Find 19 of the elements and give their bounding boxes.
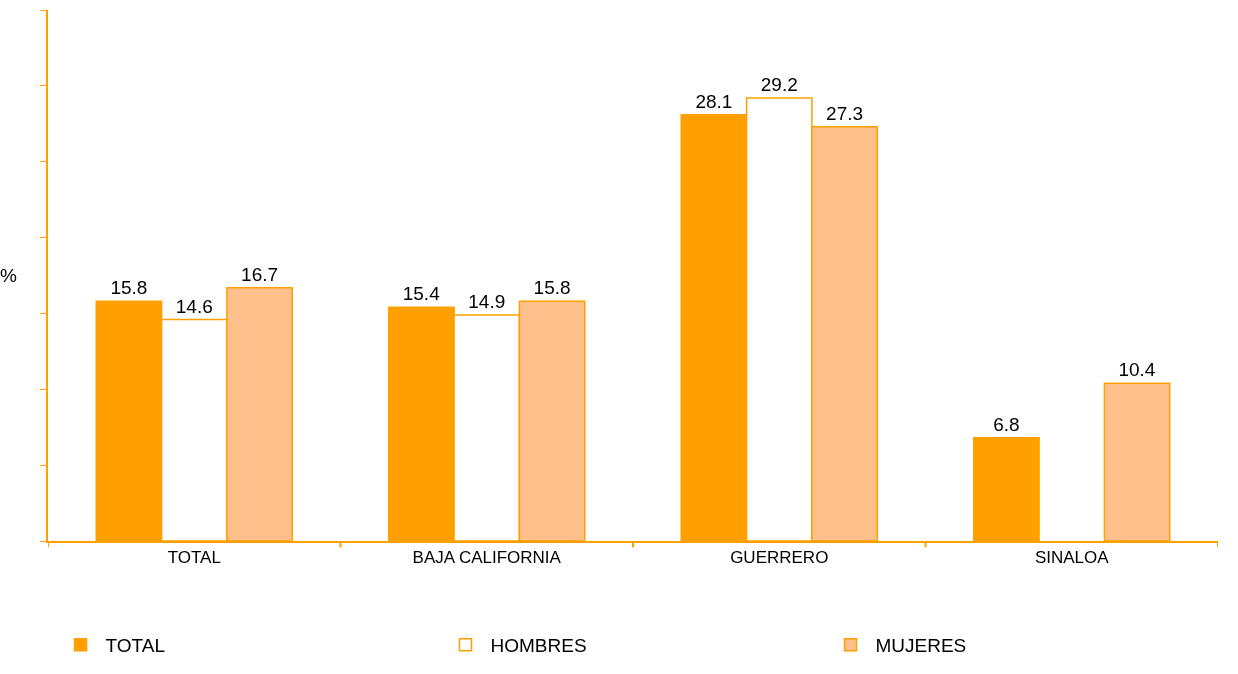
legend-label: MUJERES xyxy=(875,635,967,657)
y-axis-title: % xyxy=(0,265,17,286)
data-label: 10.4 xyxy=(1118,359,1156,381)
legend-label: TOTAL xyxy=(105,635,165,657)
data-label: 29.2 xyxy=(760,73,798,95)
data-label: 28.1 xyxy=(695,90,733,112)
data-label: 14.6 xyxy=(175,295,213,317)
data-label: 6.8 xyxy=(993,413,1020,435)
data-label: 14.9 xyxy=(468,290,506,312)
data-label: 27.3 xyxy=(826,102,864,124)
x-tick-label: BAJA CALIFORNIA xyxy=(412,548,562,568)
data-label: 15.8 xyxy=(533,277,571,299)
x-tick-label: SINALOA xyxy=(1034,548,1110,568)
x-tick-label: GUERRERO xyxy=(730,548,829,568)
data-label: 16.7 xyxy=(241,263,279,285)
x-tick-label: TOTAL xyxy=(167,548,221,568)
data-label: 15.4 xyxy=(402,283,441,305)
legend-label: HOMBRES xyxy=(490,635,587,657)
data-label: 15.8 xyxy=(110,277,148,299)
